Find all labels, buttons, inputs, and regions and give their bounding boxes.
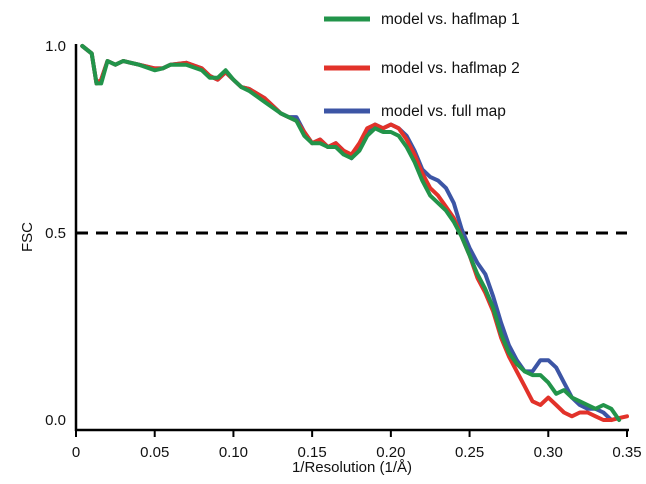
y-tick-label: 1.0 — [45, 38, 66, 55]
x-tick-label: 0.25 — [455, 444, 484, 461]
legend-label: model vs. haflmap 1 — [381, 11, 520, 28]
y-axis-title: FSC — [19, 222, 36, 252]
axes — [74, 44, 629, 432]
x-tick-label: 0.30 — [534, 444, 563, 461]
y-tick-label: 0.5 — [45, 225, 66, 242]
x-tick-label: 0.15 — [298, 444, 327, 461]
ticks: 0 0.05 0.10 0.15 0.20 0.25 0.30 0.35 0.0 0.5 1.0 — [45, 38, 641, 461]
x-tick-label: 0 — [72, 444, 80, 461]
legend-label: model vs. full map — [381, 103, 506, 120]
x-tick-label: 0.35 — [612, 444, 641, 461]
series-line-2 — [80, 44, 622, 422]
legend: model vs. haflmap 1 model vs. haflmap 2 mo… — [324, 11, 520, 120]
y-tick-label: 0.0 — [45, 412, 66, 429]
x-tick-label: 0.10 — [219, 444, 248, 461]
x-axis-title: 1/Resolution (1/Å) — [292, 459, 412, 476]
legend-label: model vs. haflmap 2 — [381, 60, 520, 77]
x-tick-label: 0.20 — [376, 444, 405, 461]
series-lines — [80, 44, 629, 422]
x-tick-label: 0.05 — [140, 444, 169, 461]
